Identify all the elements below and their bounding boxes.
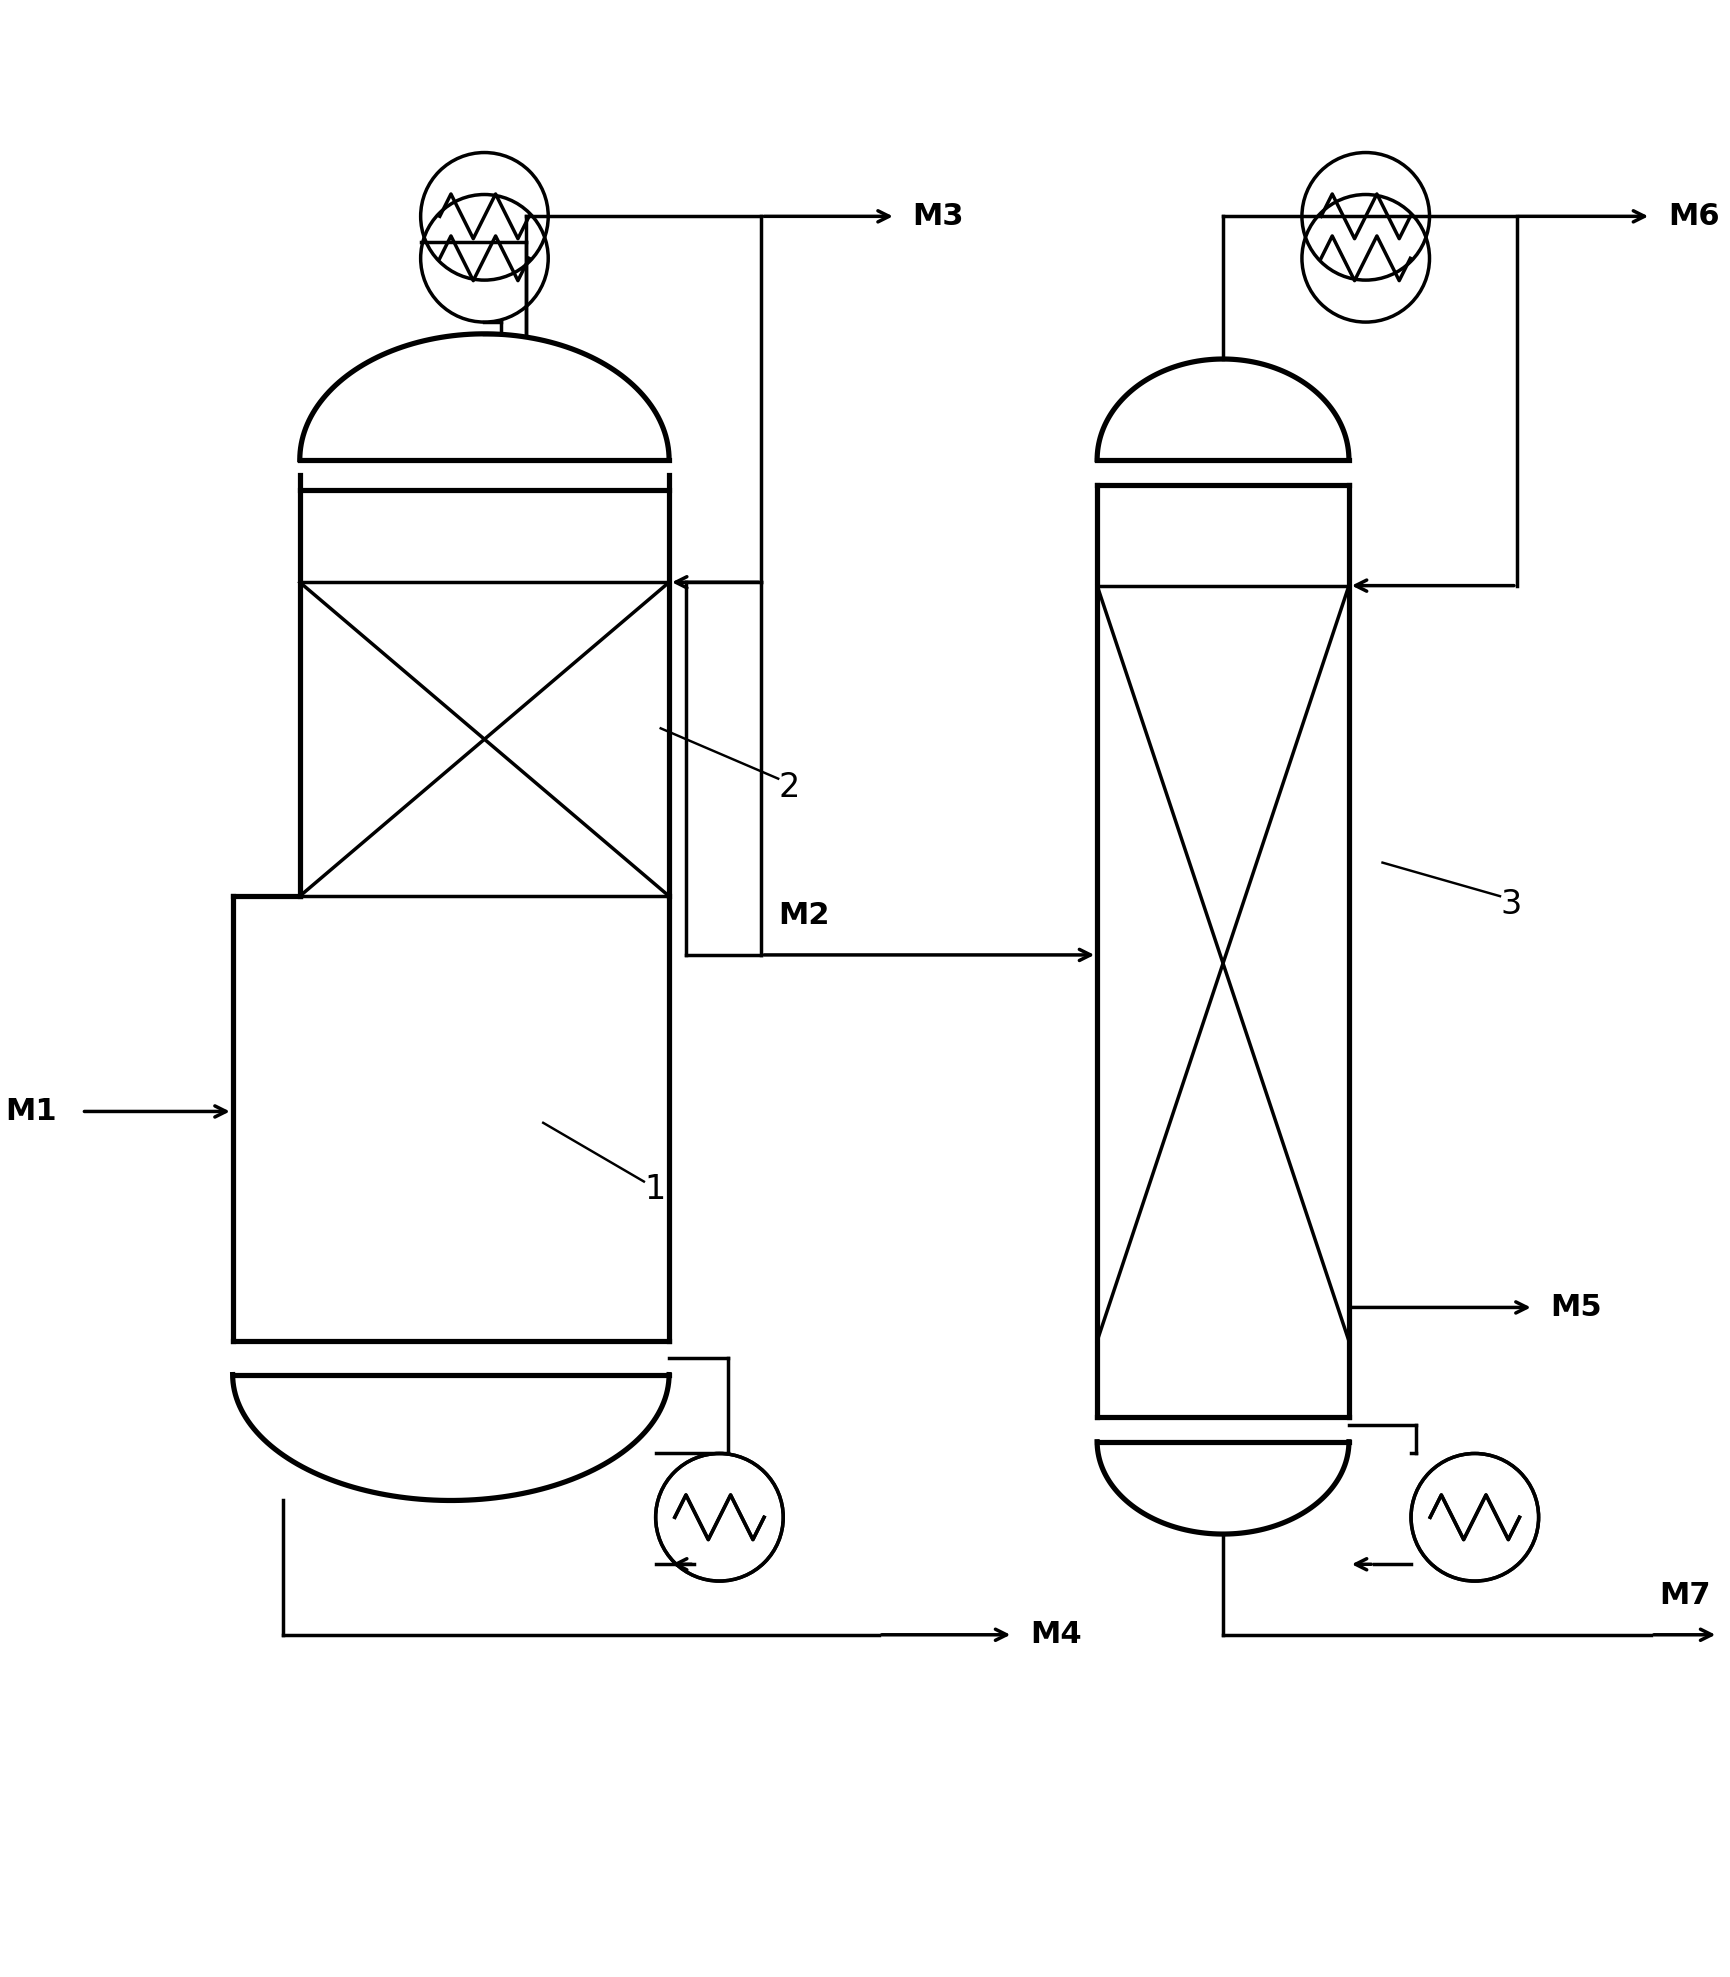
Text: 2: 2 [778, 771, 799, 803]
Text: M2: M2 [778, 902, 829, 929]
Text: M3: M3 [912, 202, 964, 231]
Text: 1: 1 [644, 1174, 664, 1206]
Text: M6: M6 [1668, 202, 1718, 231]
Text: M4: M4 [1029, 1621, 1081, 1649]
Text: M5: M5 [1550, 1293, 1600, 1323]
Text: 3: 3 [1500, 888, 1521, 921]
Text: M7: M7 [1659, 1580, 1709, 1609]
Text: M1: M1 [5, 1097, 57, 1127]
